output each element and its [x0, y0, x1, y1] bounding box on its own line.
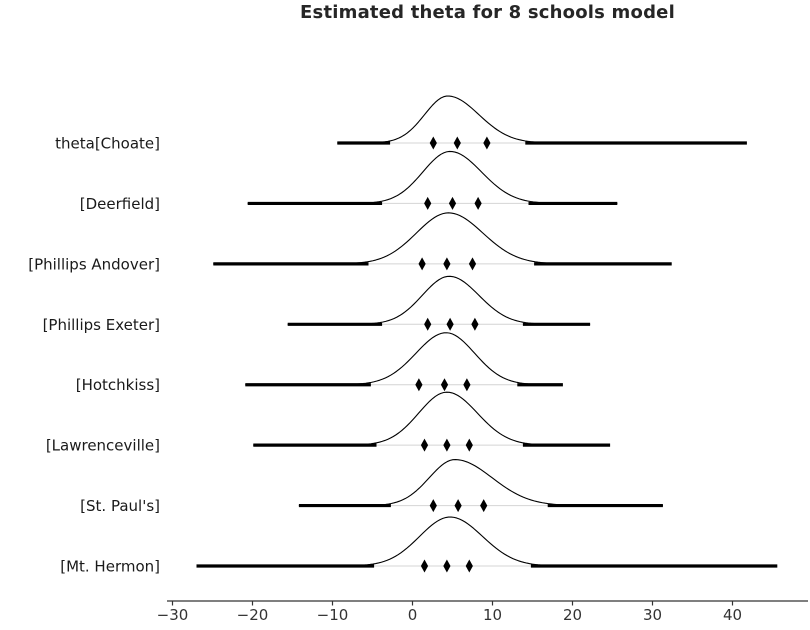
quantile-diamond: [474, 196, 482, 210]
quantile-diamond: [465, 438, 473, 452]
quantile-diamond: [415, 378, 423, 392]
density-curve: [253, 391, 609, 446]
quantile-diamond: [480, 499, 488, 513]
row-label: [Phillips Exeter]: [43, 316, 160, 334]
quantile-diamond: [424, 317, 432, 331]
x-tick-label: 0: [408, 606, 418, 624]
density-curve: [196, 516, 777, 567]
x-tick-label: −10: [317, 606, 349, 624]
x-tick-label: 40: [723, 606, 742, 624]
density-curve: [287, 275, 591, 325]
quantile-diamond: [420, 559, 429, 573]
quantile-diamond: [446, 317, 454, 331]
row-label: [Mt. Hermon]: [60, 558, 160, 576]
x-tick-label: 20: [563, 606, 582, 624]
quantile-diamond: [463, 378, 471, 392]
quantile-diamond: [429, 136, 437, 150]
density-curve: [337, 95, 747, 144]
row-label: [St. Paul's]: [80, 497, 160, 515]
quantile-diamond: [465, 559, 473, 573]
quantile-diamond: [454, 499, 462, 513]
quantile-diamond: [424, 196, 432, 210]
quantile-diamond: [443, 438, 451, 452]
row-label: [Phillips Andover]: [28, 255, 160, 273]
quantile-diamond: [483, 136, 491, 150]
quantile-diamond: [443, 257, 451, 271]
quantile-diamond: [471, 317, 479, 331]
quantile-diamond: [468, 257, 477, 271]
quantile-diamond: [420, 438, 429, 452]
row-label: [Lawrenceville]: [46, 437, 160, 455]
row-label: [Deerfield]: [80, 195, 160, 213]
density-curve: [245, 332, 562, 386]
density-curve: [298, 459, 663, 507]
chart-title: Estimated theta for 8 schools model: [300, 2, 675, 23]
x-tick-label: 30: [643, 606, 662, 624]
quantile-diamond: [429, 499, 437, 513]
x-tick-label: 10: [483, 606, 502, 624]
quantile-diamond: [453, 136, 461, 150]
quantile-diamond: [418, 257, 426, 271]
x-tick-label: −30: [157, 606, 189, 624]
quantile-diamond: [443, 559, 451, 573]
quantile-diamond: [448, 196, 457, 210]
row-label: [Hotchkiss]: [76, 376, 160, 394]
quantile-diamond: [440, 378, 449, 392]
density-curve: [247, 150, 618, 204]
row-label: theta[Choate]: [55, 135, 160, 153]
x-tick-label: −20: [237, 606, 269, 624]
density-curve: [213, 212, 670, 265]
